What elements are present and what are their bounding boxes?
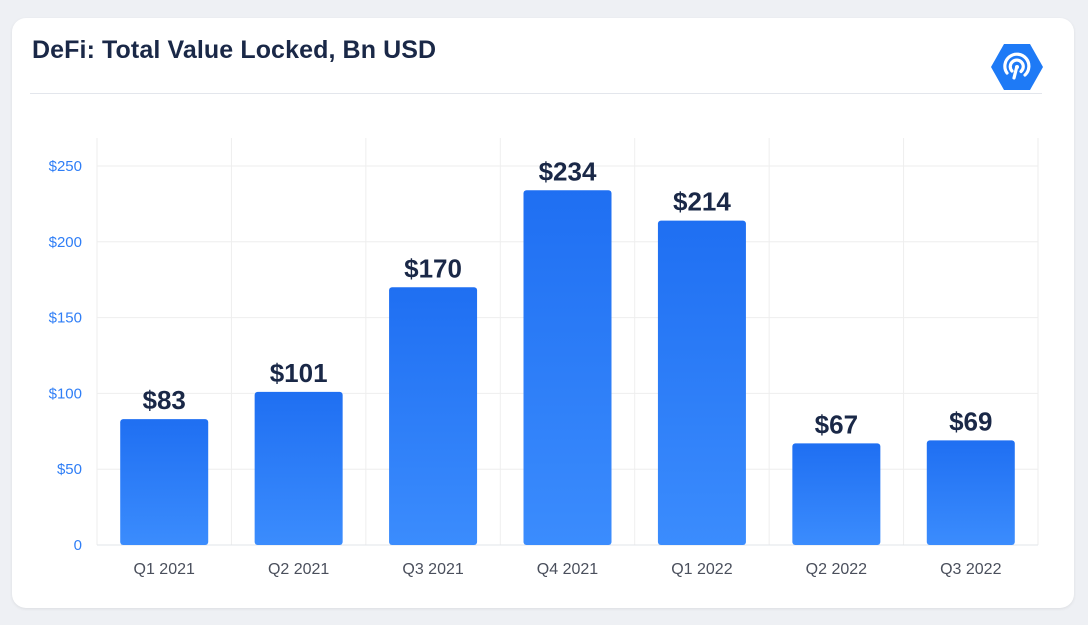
y-tick-label: $200 — [49, 234, 82, 251]
x-category-label: Q2 2022 — [806, 561, 867, 578]
bar-value-label: $83 — [143, 385, 186, 415]
bar — [792, 443, 881, 545]
title-divider — [30, 93, 1042, 94]
x-category-label: Q1 2022 — [671, 561, 732, 578]
y-tick-label: $250 — [49, 158, 82, 175]
bar — [523, 190, 612, 546]
x-category-label: Q3 2021 — [402, 561, 463, 578]
x-category-label: Q2 2021 — [268, 561, 329, 578]
y-tick-label: $100 — [49, 385, 82, 402]
bar — [657, 220, 746, 546]
value-labels: $83 $101 $170 $234 $214 $67 $69 — [143, 156, 993, 439]
bar-value-label: $67 — [815, 409, 858, 439]
y-tick-label: $150 — [49, 310, 82, 327]
chart-title: DeFi: Total Value Locked, Bn USD — [32, 36, 437, 64]
bar — [120, 419, 209, 545]
bar-value-label: $69 — [949, 406, 992, 436]
bar — [254, 391, 343, 545]
x-category-label: Q1 2021 — [134, 561, 195, 578]
bar — [389, 287, 478, 545]
bar-value-label: $234 — [539, 156, 597, 186]
y-tick-label: $50 — [57, 461, 82, 478]
bar — [926, 440, 1015, 545]
x-axis: Q1 2021 Q2 2021 Q3 2021 Q4 2021 Q1 2022 Q2 20… — [134, 561, 1002, 578]
x-category-label: Q4 2021 — [537, 561, 598, 578]
dappradar-logo-icon — [991, 44, 1043, 90]
bar-value-label: $101 — [270, 358, 328, 388]
bar-value-label: $170 — [404, 253, 462, 283]
x-category-label: Q3 2022 — [940, 561, 1001, 578]
y-tick-label: 0 — [74, 537, 82, 554]
bars — [120, 190, 1015, 546]
bar-value-label: $214 — [673, 187, 731, 217]
